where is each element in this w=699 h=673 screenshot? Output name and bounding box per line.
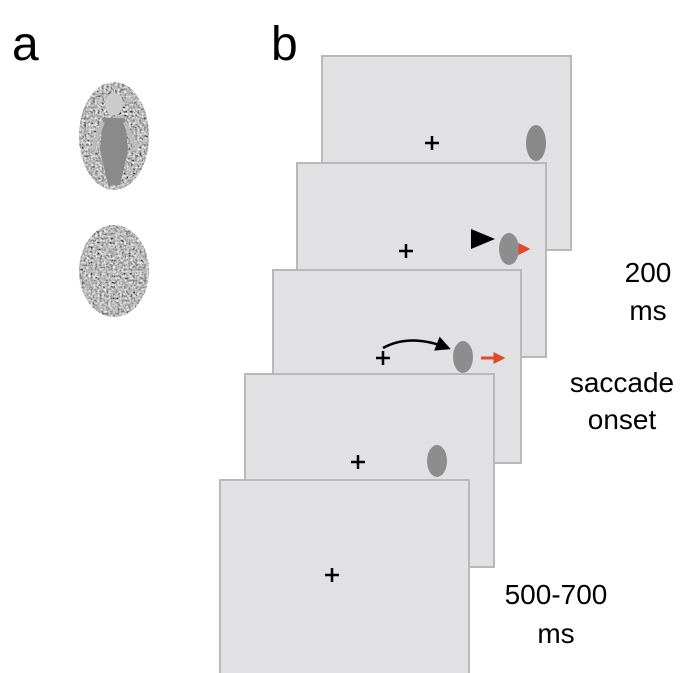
fixation-cross (425, 136, 439, 150)
face-stimulus (79, 82, 149, 190)
timing-label: 200 (625, 257, 672, 288)
fixation-cross (351, 455, 365, 469)
timing-label: 500-700 (505, 579, 608, 610)
timing-label: onset (588, 404, 657, 435)
arrow (382, 336, 451, 351)
face-stimulus (499, 233, 519, 265)
timing-label: saccade (570, 367, 674, 398)
arrow (471, 229, 495, 249)
face-stimulus (453, 341, 473, 373)
fixation-cross (376, 351, 390, 365)
noise-stimulus (526, 125, 546, 161)
screen (219, 479, 470, 673)
timing-label: ms (537, 618, 574, 649)
noise-stimulus (79, 225, 149, 317)
fixation-cross (399, 244, 413, 258)
timing-label: ms (629, 295, 666, 326)
panel-label: b (271, 18, 298, 71)
panel-label: a (12, 18, 39, 71)
fixation-cross (325, 568, 339, 582)
face-stimulus (427, 445, 447, 477)
